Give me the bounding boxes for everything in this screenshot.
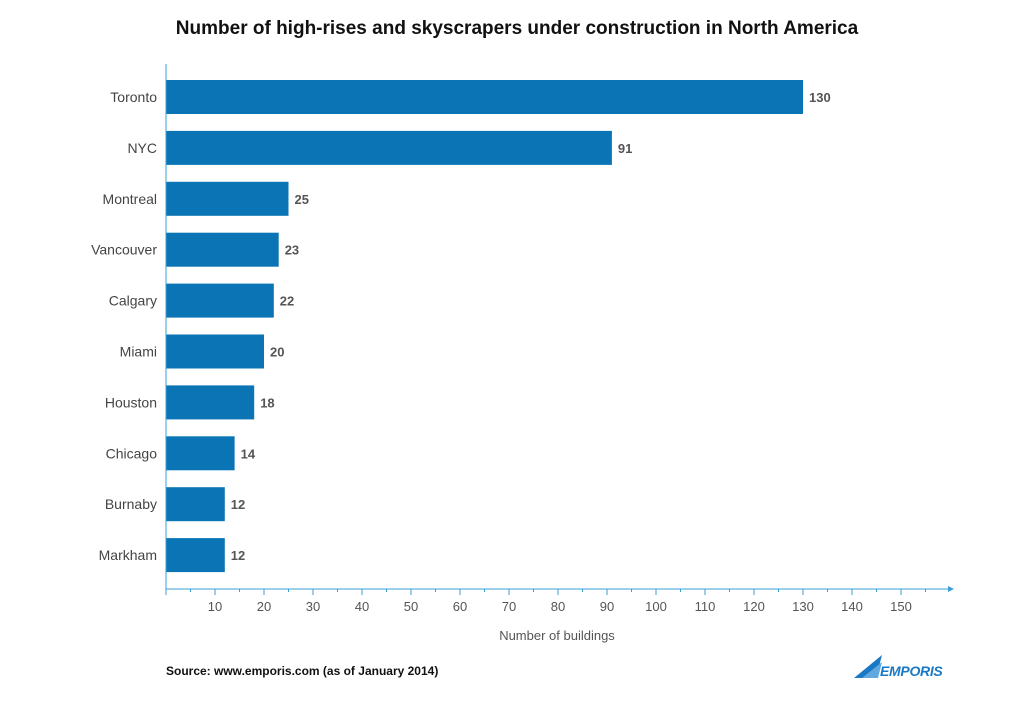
- bars-layer: Toronto 130 NYC 91 Montreal 25 Vancouver 23 Calg…: [91, 80, 831, 573]
- category-label: Burnaby: [105, 496, 157, 512]
- bar-markham: [166, 538, 225, 573]
- data-label: 18: [260, 395, 274, 410]
- x-tick-label: 110: [695, 599, 716, 614]
- data-label: 25: [295, 192, 309, 207]
- x-axis-arrow-icon: [948, 586, 954, 592]
- x-tick-label: 50: [404, 599, 418, 614]
- x-tick-label: 130: [792, 599, 814, 614]
- category-label: Calgary: [109, 293, 157, 309]
- bar-montreal: [166, 181, 289, 216]
- bar-chicago: [166, 436, 235, 471]
- data-label: 20: [270, 345, 284, 360]
- bar-houston: [166, 385, 255, 420]
- source-note: Source: www.emporis.com (as of January 2…: [166, 664, 439, 678]
- x-tick-label: 10: [208, 599, 222, 614]
- category-label: Vancouver: [91, 242, 157, 258]
- x-tick-label: 80: [551, 599, 565, 614]
- emporis-wing-logo-icon: [854, 655, 882, 678]
- axis-layer: 10 20 30 40 50 60 70 80 90 100 110 120 130 140 150: [165, 64, 954, 614]
- x-tick-label: 90: [600, 599, 614, 614]
- category-label: NYC: [127, 140, 157, 156]
- x-tick-label: 30: [306, 599, 320, 614]
- bar-burnaby: [166, 487, 225, 522]
- data-label: 14: [241, 446, 256, 461]
- data-label: 12: [231, 497, 245, 512]
- x-tick-label: 150: [890, 599, 912, 614]
- x-axis-label: Number of buildings: [499, 628, 615, 643]
- logo-text: EMPORIS: [880, 663, 943, 679]
- data-label: 130: [809, 90, 831, 105]
- bar-toronto: [166, 80, 803, 114]
- x-tick-label: 120: [743, 599, 765, 614]
- x-tick-label: 100: [645, 599, 667, 614]
- category-label: Toronto: [110, 89, 157, 105]
- bar-miami: [166, 334, 264, 369]
- data-label: 91: [618, 141, 632, 156]
- category-label: Miami: [120, 344, 157, 360]
- bar-calgary: [166, 283, 274, 318]
- bar-nyc: [166, 130, 612, 165]
- bar-vancouver: [166, 232, 279, 267]
- data-label: 22: [280, 294, 294, 309]
- chart-title: Number of high-rises and skyscrapers und…: [175, 18, 859, 39]
- category-label: Markham: [99, 547, 157, 563]
- category-label: Montreal: [103, 191, 157, 207]
- data-label: 12: [231, 548, 245, 563]
- category-label: Chicago: [106, 445, 158, 461]
- x-tick-label: 140: [841, 599, 863, 614]
- x-tick-label: 40: [355, 599, 369, 614]
- x-tick-label: 70: [502, 599, 516, 614]
- x-tick-label: 60: [453, 599, 467, 614]
- x-tick-label: 20: [257, 599, 271, 614]
- data-label: 23: [285, 243, 299, 258]
- category-label: Houston: [105, 394, 157, 410]
